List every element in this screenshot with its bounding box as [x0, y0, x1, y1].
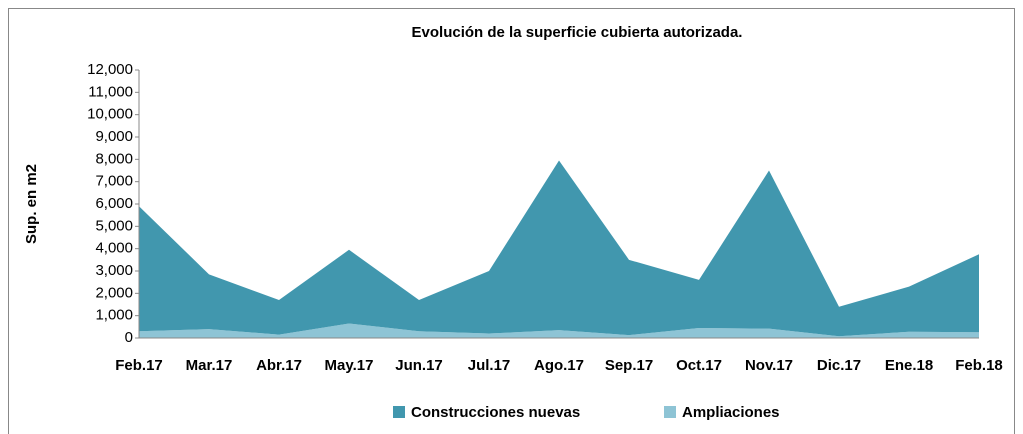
x-tick-label: Mar.17 — [186, 357, 233, 374]
x-tick-label: May.17 — [325, 357, 374, 374]
y-tick-label: 6,000 — [95, 195, 133, 212]
y-tick-label: 0 — [125, 329, 133, 346]
y-tick-label: 9,000 — [95, 128, 133, 145]
y-tick-label: 7,000 — [95, 173, 133, 190]
chart-frame — [8, 8, 1015, 434]
x-tick-label: Jul.17 — [468, 357, 511, 374]
y-tick-label: 12,000 — [87, 61, 133, 78]
y-axis-label: Sup. en m2 — [23, 164, 40, 244]
legend-swatch — [393, 406, 405, 418]
area — [139, 323, 979, 338]
chart-title: Evolución de la superficie cubierta auto… — [412, 24, 743, 41]
y-tick-label: 4,000 — [95, 240, 133, 257]
legend-label: Construcciones nuevas — [411, 404, 580, 421]
legend-swatch — [664, 406, 676, 418]
y-tick-label: 10,000 — [87, 106, 133, 123]
y-tick-label: 5,000 — [95, 217, 133, 234]
x-tick-label: Dic.17 — [817, 357, 861, 374]
y-tick-label: 1,000 — [95, 307, 133, 324]
x-tick-label: Oct.17 — [676, 357, 722, 374]
x-tick-label: Nov.17 — [745, 357, 793, 374]
y-tick-label: 11,000 — [88, 83, 133, 100]
area — [139, 160, 979, 337]
x-tick-label: Feb.18 — [955, 357, 1003, 374]
y-tick-label: 8,000 — [95, 150, 133, 167]
x-tick-label: Jun.17 — [395, 357, 443, 374]
y-tick-label: 2,000 — [95, 284, 133, 301]
x-tick-label: Sep.17 — [605, 357, 653, 374]
x-tick-label: Ago.17 — [534, 357, 584, 374]
y-tick-label: 3,000 — [95, 262, 133, 279]
x-tick-label: Ene.18 — [885, 357, 933, 374]
legend-label: Ampliaciones — [682, 404, 780, 421]
x-tick-label: Abr.17 — [256, 357, 302, 374]
x-tick-label: Feb.17 — [115, 357, 163, 374]
